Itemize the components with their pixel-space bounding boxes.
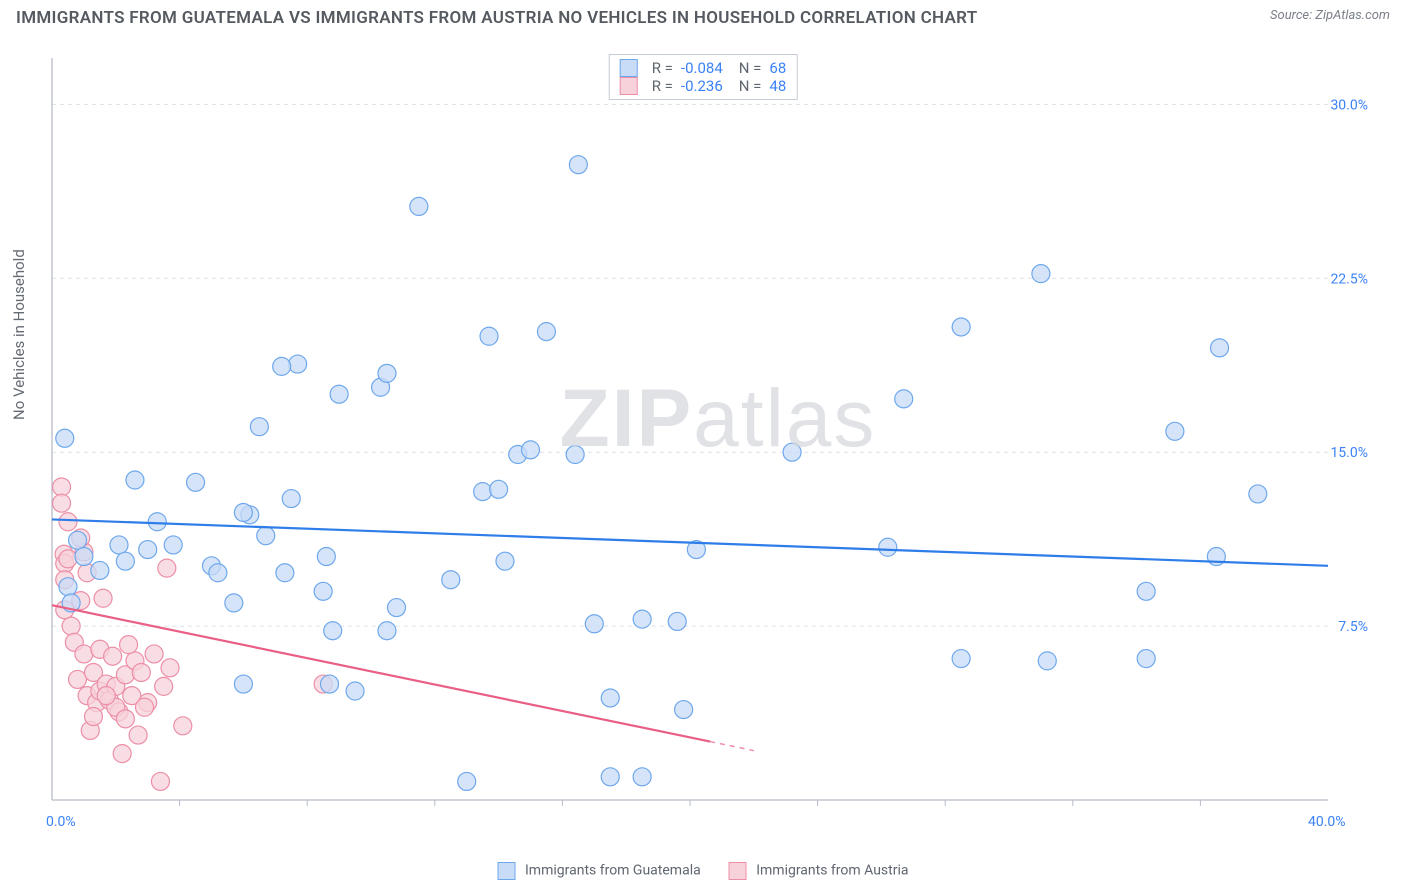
n-label: N =	[739, 59, 762, 77]
r-label: R =	[652, 77, 673, 95]
r-value-austria: -0.236	[681, 77, 723, 95]
n-value-austria: 48	[769, 77, 786, 95]
legend-label-austria: Immigrants from Austria	[756, 863, 908, 879]
page-title: IMMIGRANTS FROM GUATEMALA VS IMMIGRANTS …	[16, 8, 977, 28]
scatter-chart: 7.5%15.0%22.5%30.0% ZIPatlas	[48, 48, 1388, 838]
x-axis-origin: 0.0%	[46, 814, 76, 830]
y-axis-label: No Vehicles in Household	[10, 249, 28, 420]
series-legend: Immigrants from Guatemala Immigrants fro…	[498, 862, 909, 880]
legend-swatch-guatemala	[620, 59, 638, 77]
svg-text:22.5%: 22.5%	[1330, 271, 1368, 287]
r-label: R =	[652, 59, 673, 77]
x-axis-max: 40.0%	[1308, 814, 1346, 830]
r-value-guatemala: -0.084	[681, 59, 723, 77]
correlation-legend: R = -0.084 N = 68 R = -0.236 N = 48	[609, 54, 798, 100]
legend-swatch-guatemala	[498, 862, 516, 880]
svg-text:15.0%: 15.0%	[1330, 445, 1368, 461]
svg-text:30.0%: 30.0%	[1330, 97, 1368, 113]
legend-label-guatemala: Immigrants from Guatemala	[525, 863, 701, 879]
source-label: Source: ZipAtlas.com	[1270, 8, 1390, 23]
n-value-guatemala: 68	[769, 59, 786, 77]
svg-text:7.5%: 7.5%	[1338, 619, 1368, 635]
n-label: N =	[739, 77, 762, 95]
legend-swatch-austria	[729, 862, 747, 880]
legend-swatch-austria	[620, 77, 638, 95]
